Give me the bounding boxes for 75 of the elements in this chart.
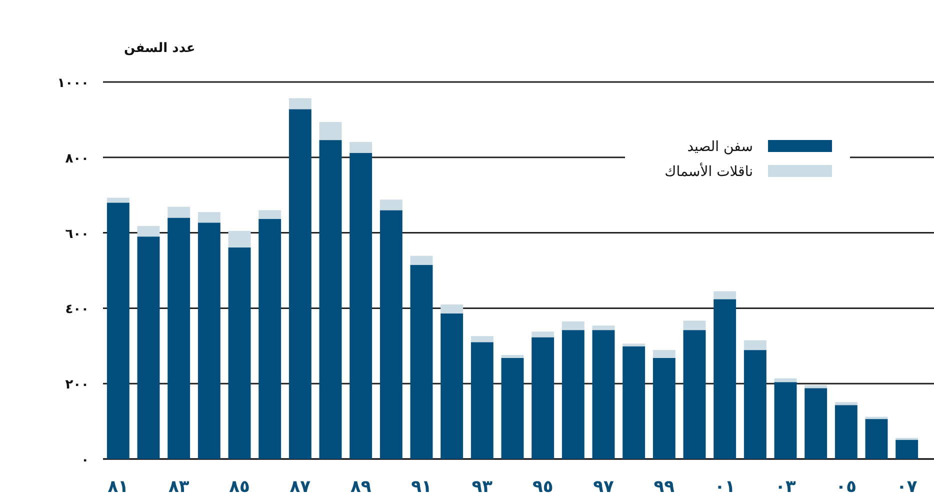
x-tick-label: ٠٥: [836, 477, 857, 497]
bar: [652, 358, 676, 459]
bar: [834, 402, 858, 406]
legend-label: سفن الصيد: [687, 139, 753, 155]
y-axis-title: عدد السفن: [124, 41, 196, 56]
bar: [319, 122, 342, 140]
y-tick-label: ٠: [81, 453, 89, 468]
bar: [470, 336, 494, 342]
bar: [106, 198, 130, 203]
bar: [896, 440, 918, 459]
x-tick-label: ٨٣: [168, 477, 190, 497]
x-tick-label: ٨١: [108, 477, 129, 497]
x-tick-label: ٩١: [411, 477, 432, 497]
bar: [137, 226, 160, 237]
bar: [470, 342, 494, 459]
bar: [228, 248, 251, 459]
bar: [834, 405, 858, 459]
bar: [288, 109, 312, 459]
y-tick-label: ١٠٠٠: [57, 76, 89, 91]
bar: [410, 256, 433, 265]
bar: [501, 354, 524, 358]
bar: [350, 142, 372, 153]
bar: [774, 378, 797, 382]
bar: [380, 200, 402, 210]
legend-label: ناقلات الأسماك: [664, 162, 753, 180]
bar: [137, 236, 160, 459]
bar: [410, 264, 433, 459]
bar: [440, 313, 464, 459]
bar: [683, 320, 706, 330]
x-tick-label: ٨٧: [290, 477, 312, 497]
bar: [804, 388, 828, 459]
bar: [168, 206, 190, 218]
bar: [440, 304, 464, 314]
x-tick-label: ٠٧: [896, 477, 918, 497]
bar: [562, 330, 584, 459]
bar: [652, 350, 676, 358]
bar: [198, 222, 220, 459]
bar: [592, 326, 615, 330]
bar: [804, 385, 828, 388]
y-tick-label: ٨٠٠: [65, 151, 89, 166]
bar: [258, 218, 282, 459]
bar: [198, 212, 220, 223]
bar: [562, 321, 584, 330]
y-tick-label: ٦٠٠: [65, 226, 89, 242]
bar: [622, 344, 646, 346]
y-tick-label: ٤٠٠: [65, 302, 89, 318]
bar: [622, 346, 646, 459]
x-tick-label: ٩٩: [654, 477, 676, 497]
bar: [532, 332, 554, 338]
bar: [380, 210, 402, 459]
bar: [532, 337, 554, 459]
x-tick-label: ٨٥: [229, 477, 250, 497]
x-tick-label: ٠١: [714, 477, 736, 497]
bar: [168, 218, 190, 459]
bar: [865, 419, 888, 459]
bar: [288, 98, 312, 110]
x-tick-label: ٩٥: [532, 477, 554, 497]
bar: [774, 382, 797, 459]
bar: [501, 358, 524, 459]
y-tick-label: ٢٠٠: [65, 378, 89, 393]
bar: [228, 230, 251, 248]
bar: [744, 350, 766, 459]
bar: [592, 330, 615, 459]
bar: [106, 202, 130, 459]
bar: [683, 330, 706, 459]
x-tick-label: ٩٣: [472, 477, 494, 497]
bar: [714, 299, 736, 459]
x-tick-label: ٠٣: [775, 477, 796, 497]
x-tick-label: ٩٧: [593, 477, 614, 497]
bar: [258, 210, 282, 219]
bar: [350, 152, 372, 459]
bar: [714, 291, 736, 300]
x-tick-label: ٨٩: [350, 477, 372, 497]
bar: [744, 340, 766, 350]
bar: [319, 140, 342, 459]
